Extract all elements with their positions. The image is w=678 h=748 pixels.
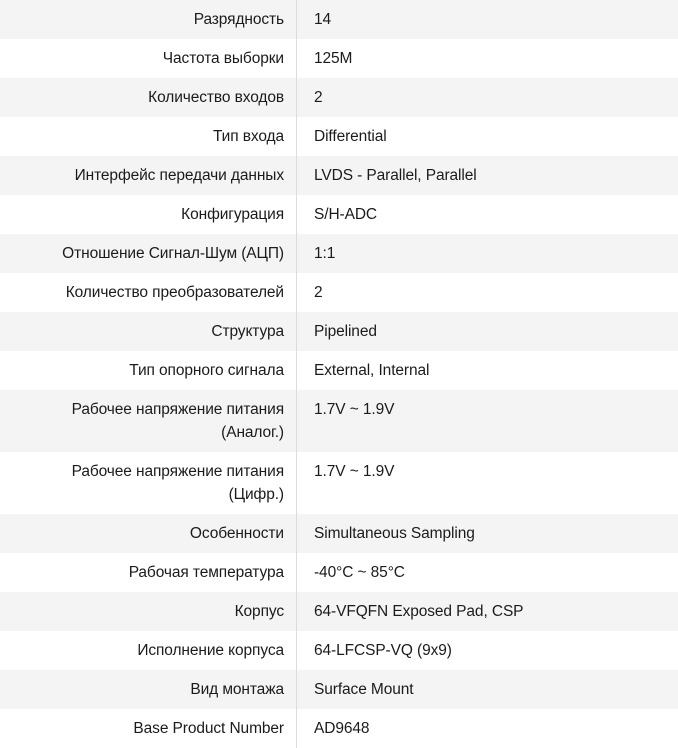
spec-row: Base Product Number AD9648 <box>0 709 678 748</box>
spec-label: Рабочее напряжение питания (Аналог.) <box>0 390 297 452</box>
spec-label: Особенности <box>0 514 297 553</box>
spec-row: Отношение Сигнал-Шум (АЦП) 1:1 <box>0 234 678 273</box>
spec-value: LVDS - Parallel, Parallel <box>314 167 477 184</box>
spec-value: 64-LFCSP-VQ (9x9) <box>314 642 452 659</box>
spec-label: Вид монтажа <box>0 670 297 709</box>
spec-label: Конфигурация <box>0 195 297 234</box>
spec-label: Отношение Сигнал-Шум (АЦП) <box>0 234 297 273</box>
spec-label: Исполнение корпуса <box>0 631 297 670</box>
spec-value: External, Internal <box>314 362 430 379</box>
spec-value: 125M <box>314 50 353 67</box>
spec-row: Количество преобразователей 2 <box>0 273 678 312</box>
spec-value: S/H-ADC <box>314 206 378 223</box>
spec-row: Разрядность 14 <box>0 0 678 39</box>
spec-value: 1.7V ~ 1.9V <box>314 401 395 418</box>
spec-row: Особенности Simultaneous Sampling <box>0 514 678 553</box>
spec-label: Рабочая температура <box>0 553 297 592</box>
spec-value: 14 <box>314 11 332 28</box>
spec-label: Рабочее напряжение питания (Цифр.) <box>0 452 297 514</box>
spec-row: Тип опорного сигнала External, Internal <box>0 351 678 390</box>
spec-value: 1.7V ~ 1.9V <box>314 463 395 480</box>
spec-row: Рабочая температура -40°C ~ 85°C <box>0 553 678 592</box>
spec-label: Base Product Number <box>0 709 297 748</box>
spec-row: Тип входа Differential <box>0 117 678 156</box>
spec-label: Тип опорного сигнала <box>0 351 297 390</box>
spec-value: 64-VFQFN Exposed Pad, CSP <box>314 603 524 620</box>
spec-row: Рабочее напряжение питания (Цифр.) 1.7V … <box>0 452 678 514</box>
spec-label: Количество входов <box>0 78 297 117</box>
spec-value: Pipelined <box>314 323 377 340</box>
spec-row: Структура Pipelined <box>0 312 678 351</box>
spec-value: Simultaneous Sampling <box>314 525 475 542</box>
spec-row: Вид монтажа Surface Mount <box>0 670 678 709</box>
spec-label: Структура <box>0 312 297 351</box>
spec-value: 1:1 <box>314 245 336 262</box>
spec-label: Корпус <box>0 592 297 631</box>
spec-row: Интерфейс передачи данных LVDS - Paralle… <box>0 156 678 195</box>
spec-row: Исполнение корпуса 64-LFCSP-VQ (9x9) <box>0 631 678 670</box>
spec-label: Количество преобразователей <box>0 273 297 312</box>
spec-row: Конфигурация S/H-ADC <box>0 195 678 234</box>
spec-label: Интерфейс передачи данных <box>0 156 297 195</box>
spec-value: 2 <box>314 284 323 301</box>
spec-row: Рабочее напряжение питания (Аналог.) 1.7… <box>0 390 678 452</box>
spec-value: Surface Mount <box>314 681 414 698</box>
spec-row: Частота выборки 125M <box>0 39 678 78</box>
spec-value: -40°C ~ 85°C <box>314 564 405 581</box>
spec-value: 2 <box>314 89 323 106</box>
spec-label: Тип входа <box>0 117 297 156</box>
spec-label: Частота выборки <box>0 39 297 78</box>
spec-value: Differential <box>314 128 387 145</box>
spec-row: Корпус 64-VFQFN Exposed Pad, CSP <box>0 592 678 631</box>
spec-value: AD9648 <box>314 720 370 737</box>
spec-label: Разрядность <box>0 0 297 39</box>
spec-row: Количество входов 2 <box>0 78 678 117</box>
